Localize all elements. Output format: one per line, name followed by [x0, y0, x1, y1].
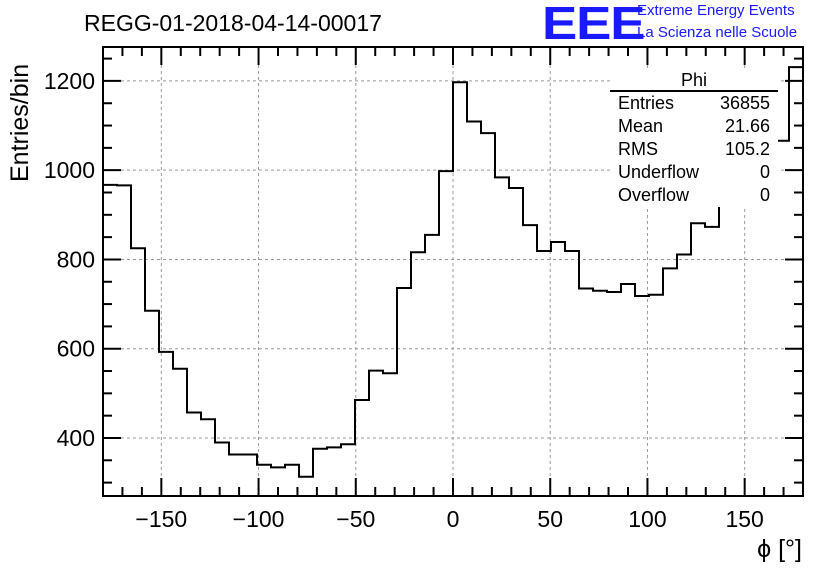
stats-box: Phi Entries 36855 Mean 21.66 RMS 105.2 Underfl…	[610, 70, 778, 207]
x-tick-label: −100	[233, 506, 285, 532]
y-tick-label: 600	[57, 336, 95, 362]
stats-label: Overflow	[618, 185, 690, 205]
stats-value: 0	[759, 162, 770, 182]
histogram-title: REGG-01-2018-04-14-00017	[84, 10, 382, 36]
stats-row-mean: Mean 21.66	[610, 115, 778, 138]
stats-value: 21.66	[724, 116, 770, 136]
histogram-line	[103, 66, 803, 478]
x-axis-label: ϕ [°]	[757, 535, 802, 563]
stats-value: 36855	[719, 93, 770, 113]
x-tick-label: 0	[447, 506, 460, 532]
x-tick-label: 100	[628, 506, 666, 532]
logo-line-1: Extreme Energy Events	[637, 2, 795, 19]
stats-row-underflow: Underflow 0	[610, 161, 778, 184]
stats-row-entries: Entries 36855	[610, 92, 778, 115]
x-tick-label: 150	[725, 506, 763, 532]
stats-label: Underflow	[618, 162, 700, 182]
y-tick-label: 1200	[44, 68, 95, 94]
stats-value: 0	[759, 185, 770, 205]
x-tick-label: 50	[537, 506, 563, 532]
x-tick-label: −150	[135, 506, 187, 532]
stats-label: RMS	[618, 139, 658, 159]
stats-label: Mean	[618, 116, 664, 136]
stats-row-rms: RMS 105.2	[610, 138, 778, 161]
eee-logo: EEE	[542, 0, 646, 49]
stats-name: Phi	[610, 70, 778, 92]
y-tick-label: 1000	[44, 157, 95, 183]
y-tick-label: 400	[57, 425, 95, 451]
stats-value: 105.2	[724, 139, 770, 159]
stats-row-overflow: Overflow 0	[610, 184, 778, 207]
stats-label: Entries	[618, 93, 675, 113]
logo-line-2: La Scienza nelle Scuole	[637, 24, 798, 41]
y-axis-label: Entries/bin	[6, 63, 34, 182]
x-tick-label: −50	[336, 506, 375, 532]
y-tick-label: 800	[57, 246, 95, 272]
